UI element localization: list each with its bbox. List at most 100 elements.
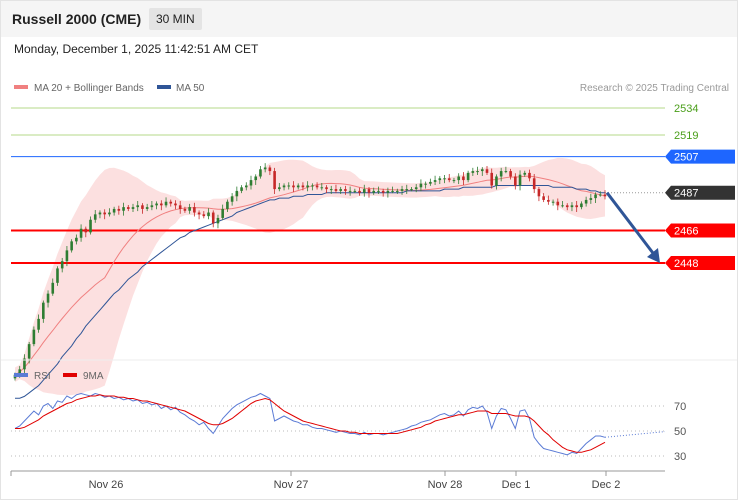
candle	[414, 184, 418, 193]
candle	[537, 186, 541, 202]
candle	[476, 166, 479, 176]
candle-body	[452, 180, 456, 182]
forecast-arrow	[605, 191, 660, 263]
candle-body	[542, 196, 545, 200]
ma50-line	[15, 185, 605, 399]
candle-body	[325, 187, 328, 190]
candle-body	[438, 178, 442, 181]
candle-body	[514, 176, 517, 186]
x-axis-label: Dec 2	[592, 479, 621, 491]
candle	[259, 166, 262, 179]
candle	[296, 183, 300, 190]
candle-body	[75, 237, 78, 242]
candle-body	[296, 185, 300, 188]
candle-body	[462, 176, 465, 181]
level-label: 2507	[674, 152, 698, 164]
candle-body	[65, 250, 69, 262]
candle	[575, 201, 578, 212]
candle-body	[561, 205, 564, 207]
level-labels: 2534 2519 2507 2487 2466 2448	[665, 103, 735, 270]
candle	[211, 210, 215, 228]
candle-body	[311, 185, 314, 187]
candle-body	[353, 190, 357, 192]
candle	[150, 201, 154, 211]
candle	[471, 167, 475, 176]
candle-body	[499, 171, 503, 177]
candle-body	[565, 205, 569, 208]
candle	[108, 208, 111, 217]
candle-body	[339, 189, 342, 191]
candle-body	[193, 207, 196, 213]
ma50-legend-swatch	[157, 85, 171, 89]
level-label: 2519	[674, 130, 698, 142]
candle-body	[259, 169, 262, 177]
candle-body	[27, 344, 31, 359]
candle-body	[396, 190, 399, 192]
candle	[485, 166, 489, 176]
candle-body	[244, 185, 248, 188]
candle	[112, 206, 116, 216]
candle-body	[282, 185, 286, 188]
candle	[93, 210, 97, 223]
candle	[372, 187, 376, 195]
candle	[188, 203, 191, 214]
candle	[570, 202, 574, 212]
candle	[391, 186, 394, 194]
candle	[504, 166, 508, 174]
ma50-legend-label: MA 50	[176, 83, 205, 94]
candle	[282, 183, 286, 191]
rsi-ma-line	[15, 394, 606, 453]
candle-body	[362, 189, 366, 193]
candle	[37, 314, 40, 333]
candle-body	[60, 261, 64, 269]
candle	[98, 210, 102, 219]
level-label: 2466	[674, 226, 698, 238]
ma20-legend-swatch	[14, 85, 28, 89]
candle-body	[112, 208, 116, 213]
x-axis-label: Dec 1	[502, 479, 531, 491]
candle	[589, 193, 593, 204]
rsi-tick-50: 50	[674, 426, 686, 438]
level-tag-bg	[665, 256, 735, 270]
candle-body	[230, 196, 234, 202]
candle-body	[603, 194, 607, 197]
candle-body	[315, 185, 319, 188]
candle	[23, 354, 26, 374]
candlesticks	[13, 163, 607, 381]
candle	[32, 326, 36, 347]
candle	[197, 210, 201, 220]
candle	[452, 177, 456, 184]
level-label: 2534	[674, 103, 698, 115]
level-tag-2534: 2534	[674, 103, 698, 115]
candle-body	[433, 180, 437, 182]
timeframe-badge[interactable]: 30 MIN	[149, 8, 202, 30]
candle	[381, 188, 385, 197]
candle-body	[334, 189, 338, 191]
candle-body	[89, 219, 92, 233]
candle-body	[358, 190, 361, 193]
candle	[594, 192, 597, 203]
candle	[447, 173, 451, 183]
level-tag-2519: 2519	[674, 130, 698, 142]
candle	[292, 181, 295, 193]
candle	[75, 234, 78, 245]
candle-body	[178, 205, 182, 209]
candle-body	[207, 212, 210, 217]
x-axis-label: Nov 28	[428, 479, 463, 491]
forecast-arrow-head	[647, 248, 660, 263]
candle	[89, 216, 92, 235]
rsi-tick-30: 30	[674, 451, 686, 463]
candle-body	[414, 187, 418, 190]
candle-body	[320, 187, 324, 189]
title-bar: Russell 2000 (CME) 30 MIN	[1, 1, 737, 37]
candle-body	[471, 171, 475, 173]
candle	[249, 175, 253, 190]
candle	[254, 174, 258, 185]
candle	[457, 173, 460, 185]
candle	[56, 266, 59, 286]
candle	[311, 183, 314, 191]
candle-body	[202, 214, 206, 217]
candle	[584, 196, 588, 207]
candle	[126, 204, 130, 212]
